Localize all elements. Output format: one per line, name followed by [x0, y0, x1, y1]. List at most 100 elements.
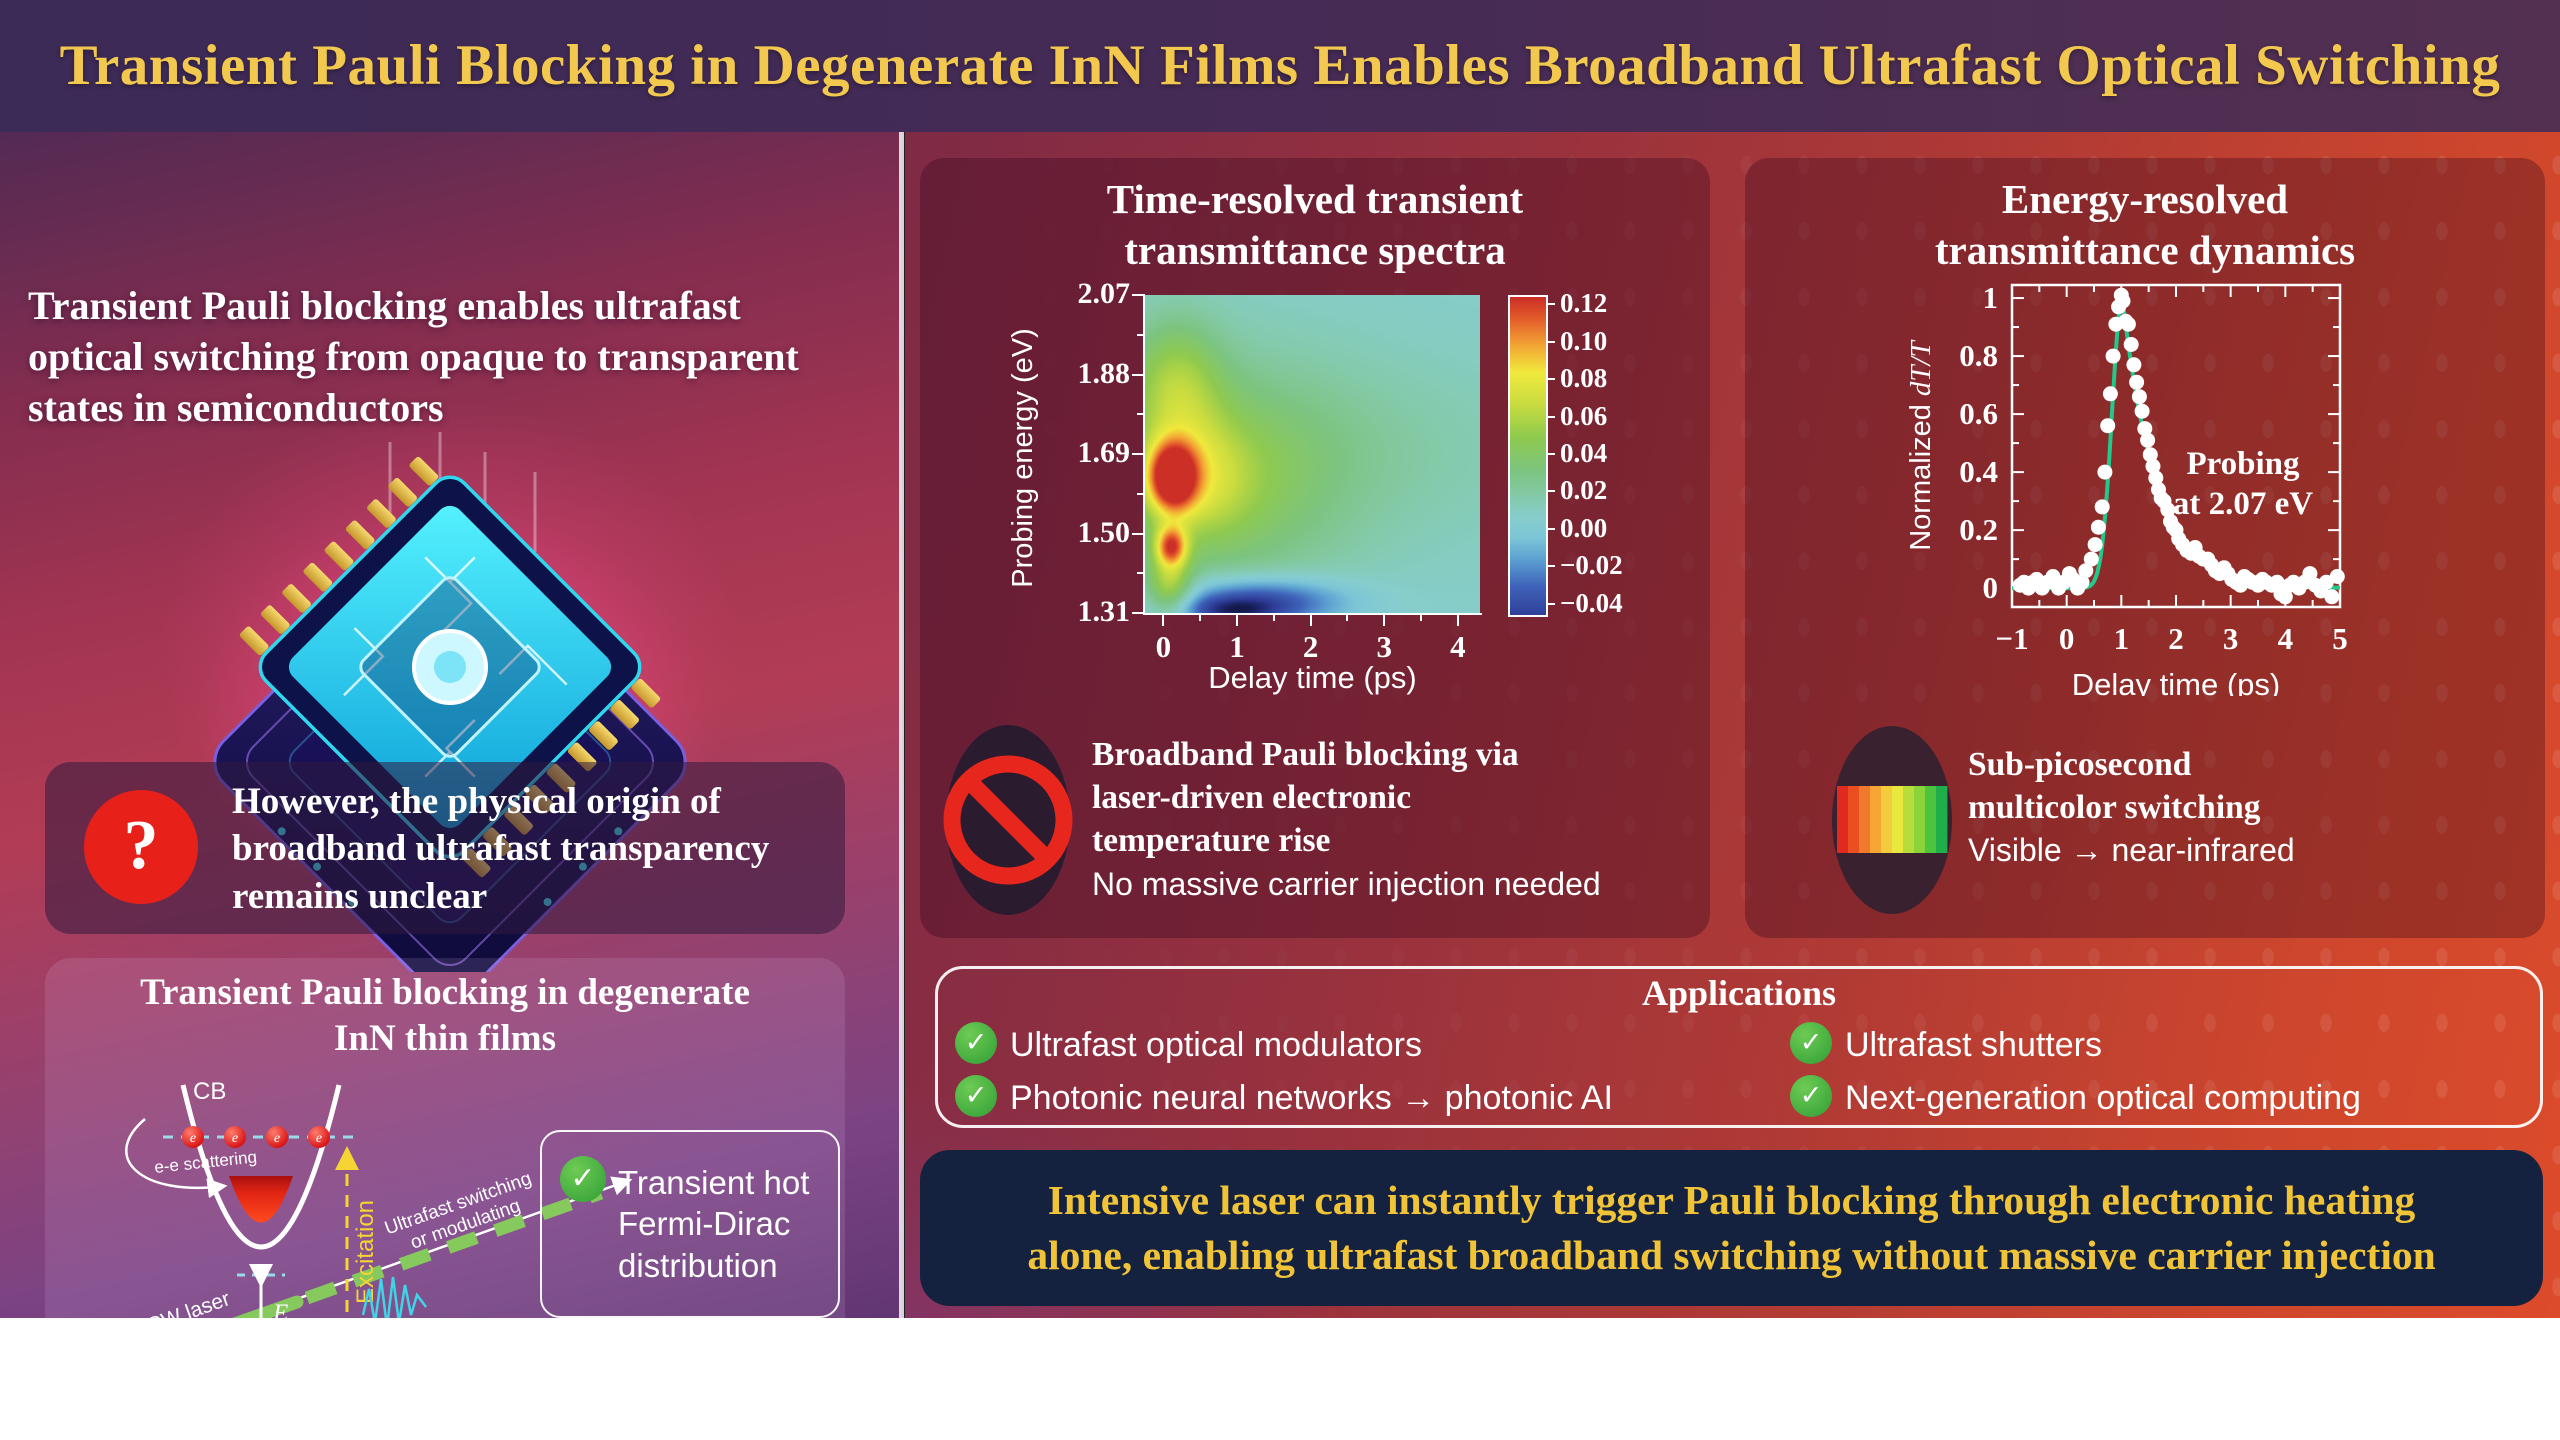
fermi-dirac-text: Transient hot Fermi-Dirac distribution: [618, 1164, 810, 1284]
colorbar-tick: [1546, 378, 1555, 381]
check-icon: ✓: [955, 1022, 997, 1064]
spectrum-stripe: [1848, 786, 1860, 853]
x-tick-label: 0: [2059, 621, 2075, 656]
application-item: Next-generation optical computing: [1845, 1079, 2361, 1117]
colorbar-tick: [1546, 565, 1555, 568]
x-axis-label: Delay time (ps): [2072, 667, 2280, 696]
data-point: [2145, 458, 2161, 474]
spectrum-stripe: [1859, 786, 1871, 853]
colorbar-tick-label: −0.04: [1560, 587, 1623, 618]
x-tick-label: 0: [1155, 629, 1172, 664]
y-minor-tick: [1137, 413, 1145, 416]
data-point: [2102, 386, 2118, 402]
colorbar-tick-label: 0.08: [1560, 363, 1608, 394]
colorbar-tick: [1546, 527, 1555, 530]
laser-pulse-wave: [361, 1276, 427, 1328]
colorbar-tick-label: 0.10: [1560, 325, 1608, 356]
spectrum-stripe: [1903, 786, 1915, 853]
transmittance-heatmap: [1145, 295, 1480, 613]
spectrum-stripe: [1881, 786, 1893, 853]
x-tick-label: −1: [1995, 621, 2028, 656]
heatmap-x-spine: [1143, 613, 1482, 615]
spectrum-stripe: [1837, 786, 1849, 853]
spectrum-stripes: [1837, 786, 1948, 853]
x-tick-label: 2: [1302, 629, 1319, 664]
x-tick-label: 3: [1376, 629, 1393, 664]
spectrum-stripe: [1914, 786, 1926, 853]
subpicosecond-statement: Sub-picosecond multicolor switching: [1968, 746, 2261, 826]
data-point: [2137, 421, 2153, 437]
data-point: [2090, 519, 2106, 535]
check-icon: ✓: [560, 1156, 606, 1202]
data-point: [2277, 589, 2293, 605]
data-point: [2142, 447, 2158, 463]
check-icon: ✓: [955, 1075, 997, 1117]
applications-title: Applications: [1641, 973, 1837, 1013]
visible-nir-note: Visible → near-infrared: [1968, 832, 2295, 868]
probe-annotation: Probing: [2186, 446, 2300, 482]
x-tick: [1309, 613, 1312, 626]
y-tick-label: 0.2: [1959, 512, 1998, 547]
y-tick: [1132, 612, 1145, 614]
dynamics-chart: −1 0 1 2 3 4 5 0 0.2 0.4 0.6 0.8 1 Probing at 2.07 eV D…: [1905, 280, 2348, 696]
section-divider: [899, 132, 904, 1318]
filled-electron-sea: [229, 1176, 293, 1223]
data-point: [2105, 348, 2121, 364]
y-tick-label: 0.4: [1959, 454, 1998, 489]
data-point: [2131, 389, 2147, 405]
x-minor-tick: [1199, 613, 1202, 621]
fermi-dirac-card: ✓ Transient hot Fermi-Dirac distribution: [540, 1130, 840, 1318]
conclusion-banner: Intensive laser can instantly trigger Pa…: [920, 1150, 2543, 1306]
data-point: [2087, 537, 2103, 553]
data-point: [2078, 563, 2094, 579]
x-minor-tick: [1272, 613, 1275, 621]
y-tick: [1132, 532, 1145, 535]
x-tick-label: 1: [1229, 629, 1245, 664]
x-tick-label: 4: [2278, 621, 2294, 656]
x-tick-label: 2: [2168, 621, 2184, 656]
conduction-band-curve: [180, 1084, 342, 1250]
data-point: [2302, 566, 2318, 582]
colorbar-tick: [1546, 415, 1555, 418]
pauli-blocking-statement: Broadband Pauli blocking via laser-drive…: [1092, 736, 1519, 859]
y-tick-label: 0.8: [1959, 338, 1998, 373]
y-tick: [1132, 373, 1145, 376]
spectrum-stripe: [1892, 786, 1904, 853]
application-item: Photonic neural networks → photonic AI: [1010, 1079, 1613, 1117]
y-tick: [1132, 453, 1145, 455]
open-question-box: ?: [45, 762, 845, 934]
data-point: [2318, 574, 2334, 590]
data-point: [2100, 418, 2116, 434]
open-question-text: However, the physical origin of broadban…: [232, 781, 770, 917]
data-point: [2123, 337, 2139, 352]
y-minor-tick: [1137, 333, 1145, 336]
time-resolved-title: Time-resolved transient transmittance sp…: [1106, 176, 1524, 274]
colorbar-tick-label: 0.02: [1560, 475, 1608, 506]
y-tick-label: 1.88: [1077, 356, 1131, 390]
poster-title: Transient Pauli Blocking in Degenerate I…: [59, 34, 2501, 97]
citation-footer: Transient Pauli Blocking in an InN Film …: [0, 1318, 2560, 1440]
colorbar-tick: [1546, 453, 1555, 455]
data-point: [2126, 357, 2142, 373]
data-point: [2115, 293, 2131, 309]
data-point: [2120, 316, 2136, 332]
spectrum-stripe: [1936, 786, 1948, 853]
probe-annotation: at 2.07 eV: [2173, 486, 2313, 522]
multicolor-switch-icon: [1832, 726, 1952, 914]
colorbar-tick-label: 0.12: [1560, 288, 1608, 319]
no-carrier-injection-note: No massive carrier injection needed: [1092, 866, 1601, 902]
intro-statement: Transient Pauli blocking enables ultrafa…: [28, 283, 799, 431]
question-mark-icon: ?: [84, 790, 198, 904]
heatmap-xlabel: Delay time (ps): [1208, 660, 1417, 695]
spectrum-stripe: [1870, 786, 1882, 853]
data-point: [2324, 589, 2340, 605]
blocked-beam-dashes: [304, 1186, 604, 1305]
applications-box: [935, 966, 2543, 1128]
data-point: [2140, 432, 2156, 448]
data-point: [2329, 569, 2345, 584]
data-point: [2094, 499, 2110, 515]
y-minor-tick: [1137, 492, 1145, 495]
x-tick: [1383, 613, 1386, 626]
y-tick-label: 1.31: [1077, 595, 1131, 628]
left-column: Transient Pauli blocking enables ultrafa…: [0, 132, 902, 1440]
